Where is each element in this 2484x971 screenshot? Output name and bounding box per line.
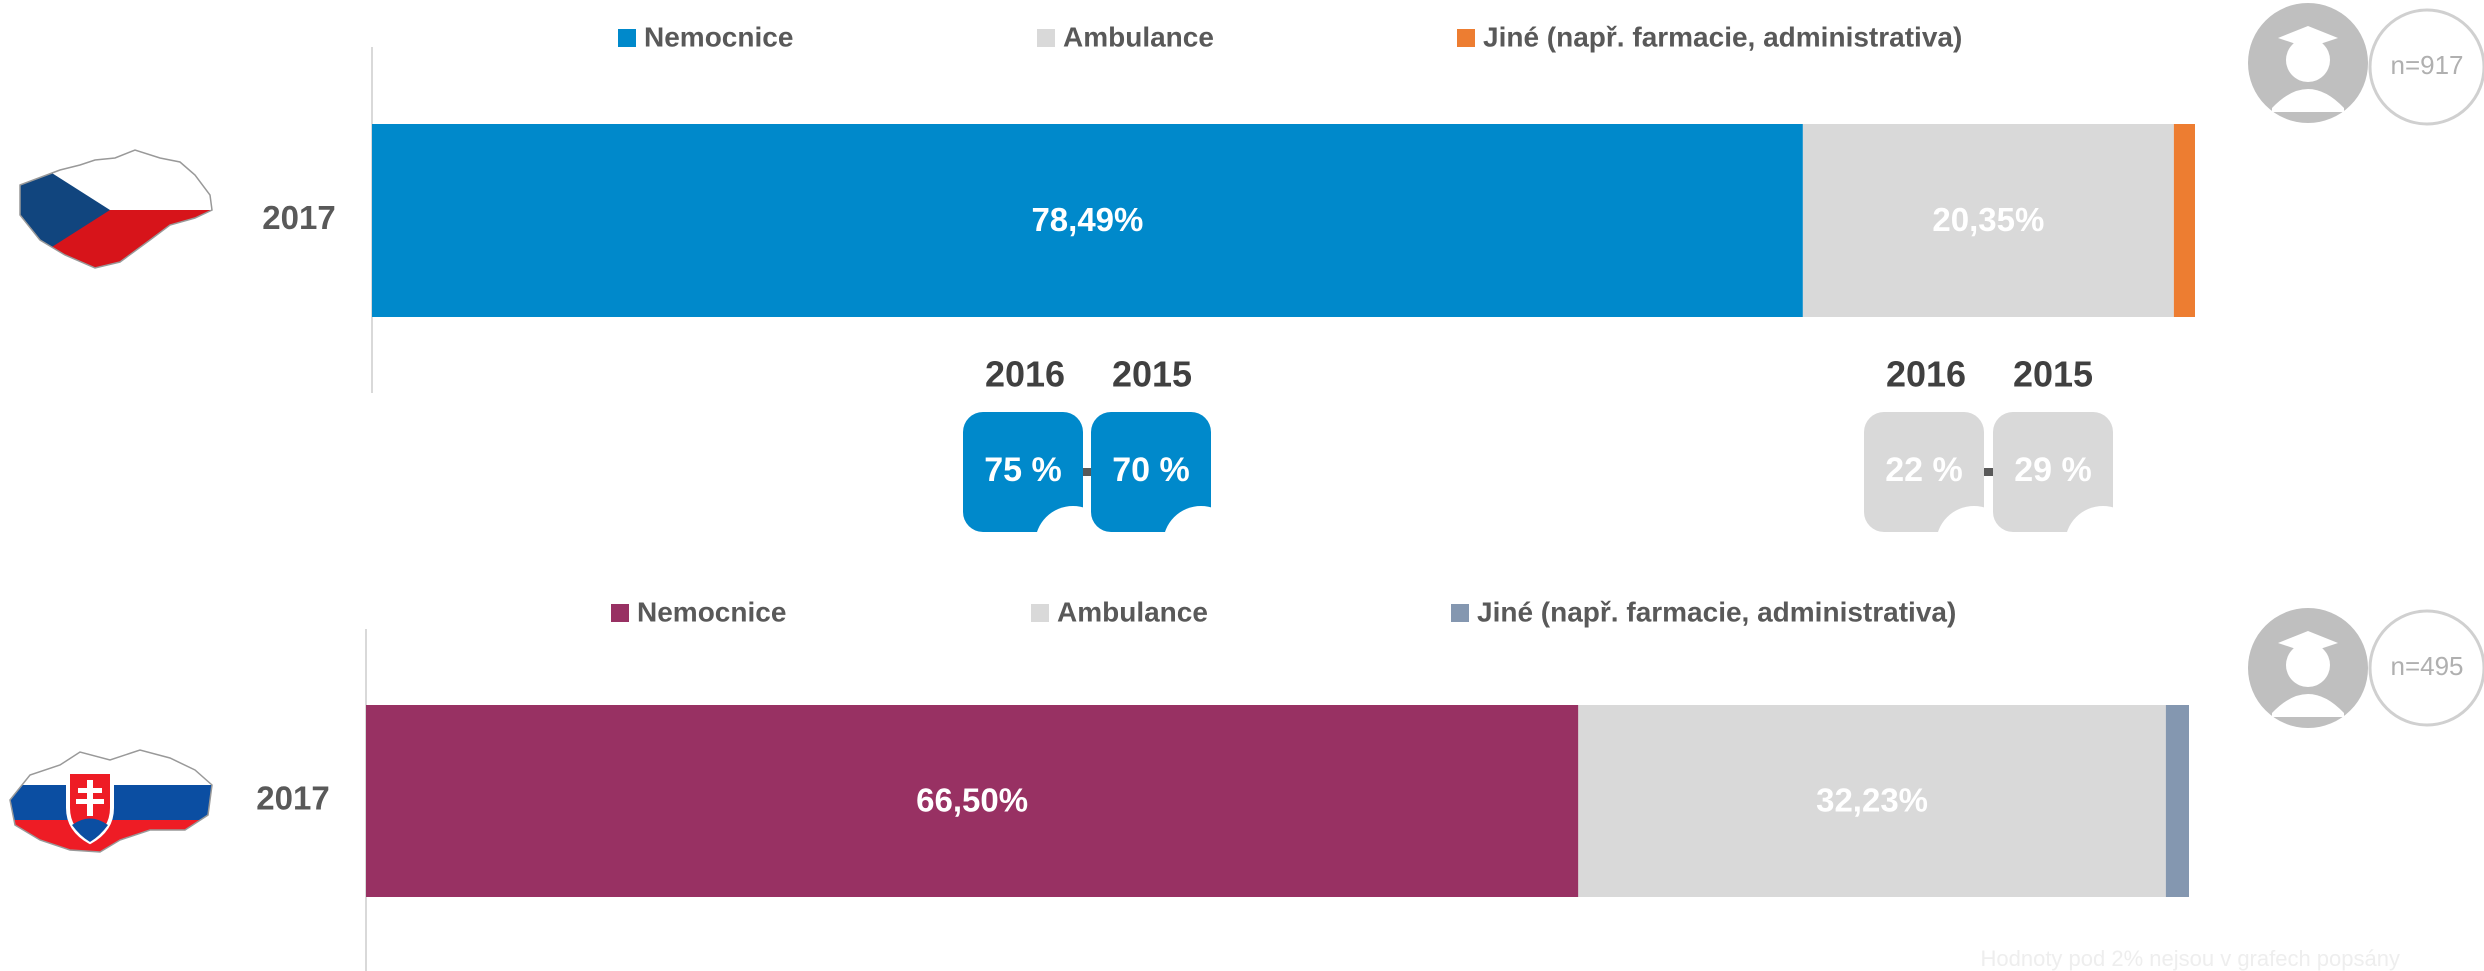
connector	[1083, 468, 1091, 476]
history-year: 2015	[2013, 354, 2093, 395]
legend-label: Nemocnice	[637, 596, 786, 627]
history-box	[1091, 412, 1211, 532]
history-year: 2016	[985, 354, 1065, 395]
n-label: n=917	[2390, 50, 2463, 80]
box-notch	[1035, 506, 1111, 582]
legend-swatch	[1451, 604, 1469, 622]
history-box	[1993, 412, 2113, 532]
connector	[1984, 468, 1993, 476]
legend-label: Ambulance	[1063, 21, 1214, 52]
graduate-icon	[2248, 3, 2368, 123]
bar-segment	[2165, 705, 2189, 897]
n-circle	[2368, 8, 2484, 126]
bar-segment	[366, 705, 1579, 897]
value-label: 20,35%	[1932, 201, 2044, 238]
footnote: Hodnoty pod 2% nejsou v grafech popsány	[1980, 946, 2400, 971]
history-year: 2016	[1886, 354, 1966, 395]
category-label: 2017	[256, 780, 329, 817]
legend-swatch	[611, 604, 629, 622]
value-label: 78,49%	[1031, 201, 1143, 238]
history-year: 2015	[1112, 354, 1192, 395]
value-label: 66,50%	[916, 782, 1028, 819]
history-value: 29 %	[2014, 451, 2092, 489]
legend-swatch	[1037, 29, 1055, 47]
box-notch	[1936, 506, 2012, 582]
box-notch	[2065, 506, 2141, 582]
legend-label: Nemocnice	[644, 21, 793, 52]
history-box	[1864, 412, 1984, 532]
slovak-flag	[9, 749, 213, 853]
graduate-icon	[2248, 608, 2368, 728]
legend-swatch	[618, 29, 636, 47]
history-box	[963, 412, 1083, 532]
n-circle	[2368, 609, 2484, 727]
bar-segment	[372, 124, 1803, 317]
bar-segment	[1802, 124, 2174, 317]
history-value: 70 %	[1112, 451, 1190, 489]
legend-swatch	[1031, 604, 1049, 622]
legend-label: Jiné (např. farmacie, administrativa)	[1483, 21, 1962, 52]
n-label: n=495	[2390, 651, 2463, 681]
category-label: 2017	[262, 199, 335, 236]
value-label: 32,23%	[1816, 782, 1928, 819]
czech-flag	[19, 149, 213, 269]
bar-segment	[1578, 705, 2166, 897]
legend-label: Jiné (např. farmacie, administrativa)	[1477, 596, 1956, 627]
legend-label: Ambulance	[1057, 596, 1208, 627]
bar-segment	[2173, 124, 2195, 317]
history-value: 22 %	[1885, 451, 1963, 489]
box-notch	[1163, 506, 1239, 582]
history-value: 75 %	[984, 451, 1062, 489]
legend-swatch	[1457, 29, 1475, 47]
